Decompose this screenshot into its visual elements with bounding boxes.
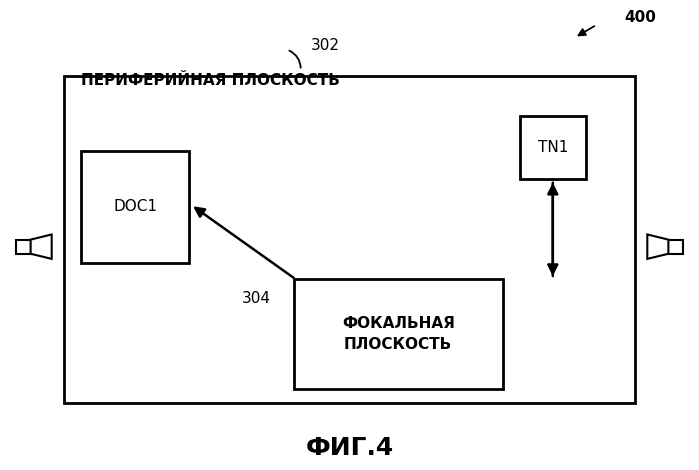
Text: TN1: TN1 xyxy=(538,140,568,155)
Bar xyxy=(82,151,189,263)
Polygon shape xyxy=(31,235,52,259)
Text: ФИГ.4: ФИГ.4 xyxy=(305,436,394,460)
Text: ФОКАЛЬНАЯ
ПЛОСКОСТЬ: ФОКАЛЬНАЯ ПЛОСКОСТЬ xyxy=(342,316,454,352)
Text: ПЕРИФЕРИЙНАЯ ПЛОСКОСТЬ: ПЕРИФЕРИЙНАЯ ПЛОСКОСТЬ xyxy=(82,73,340,88)
Bar xyxy=(16,240,31,254)
Text: 304: 304 xyxy=(242,290,271,306)
Bar xyxy=(520,116,586,179)
Bar xyxy=(294,279,503,389)
Bar xyxy=(668,240,683,254)
Polygon shape xyxy=(647,235,668,259)
Text: 302: 302 xyxy=(311,38,340,53)
Text: DOC1: DOC1 xyxy=(113,199,157,214)
Bar xyxy=(64,76,635,403)
Text: 400: 400 xyxy=(624,10,656,25)
